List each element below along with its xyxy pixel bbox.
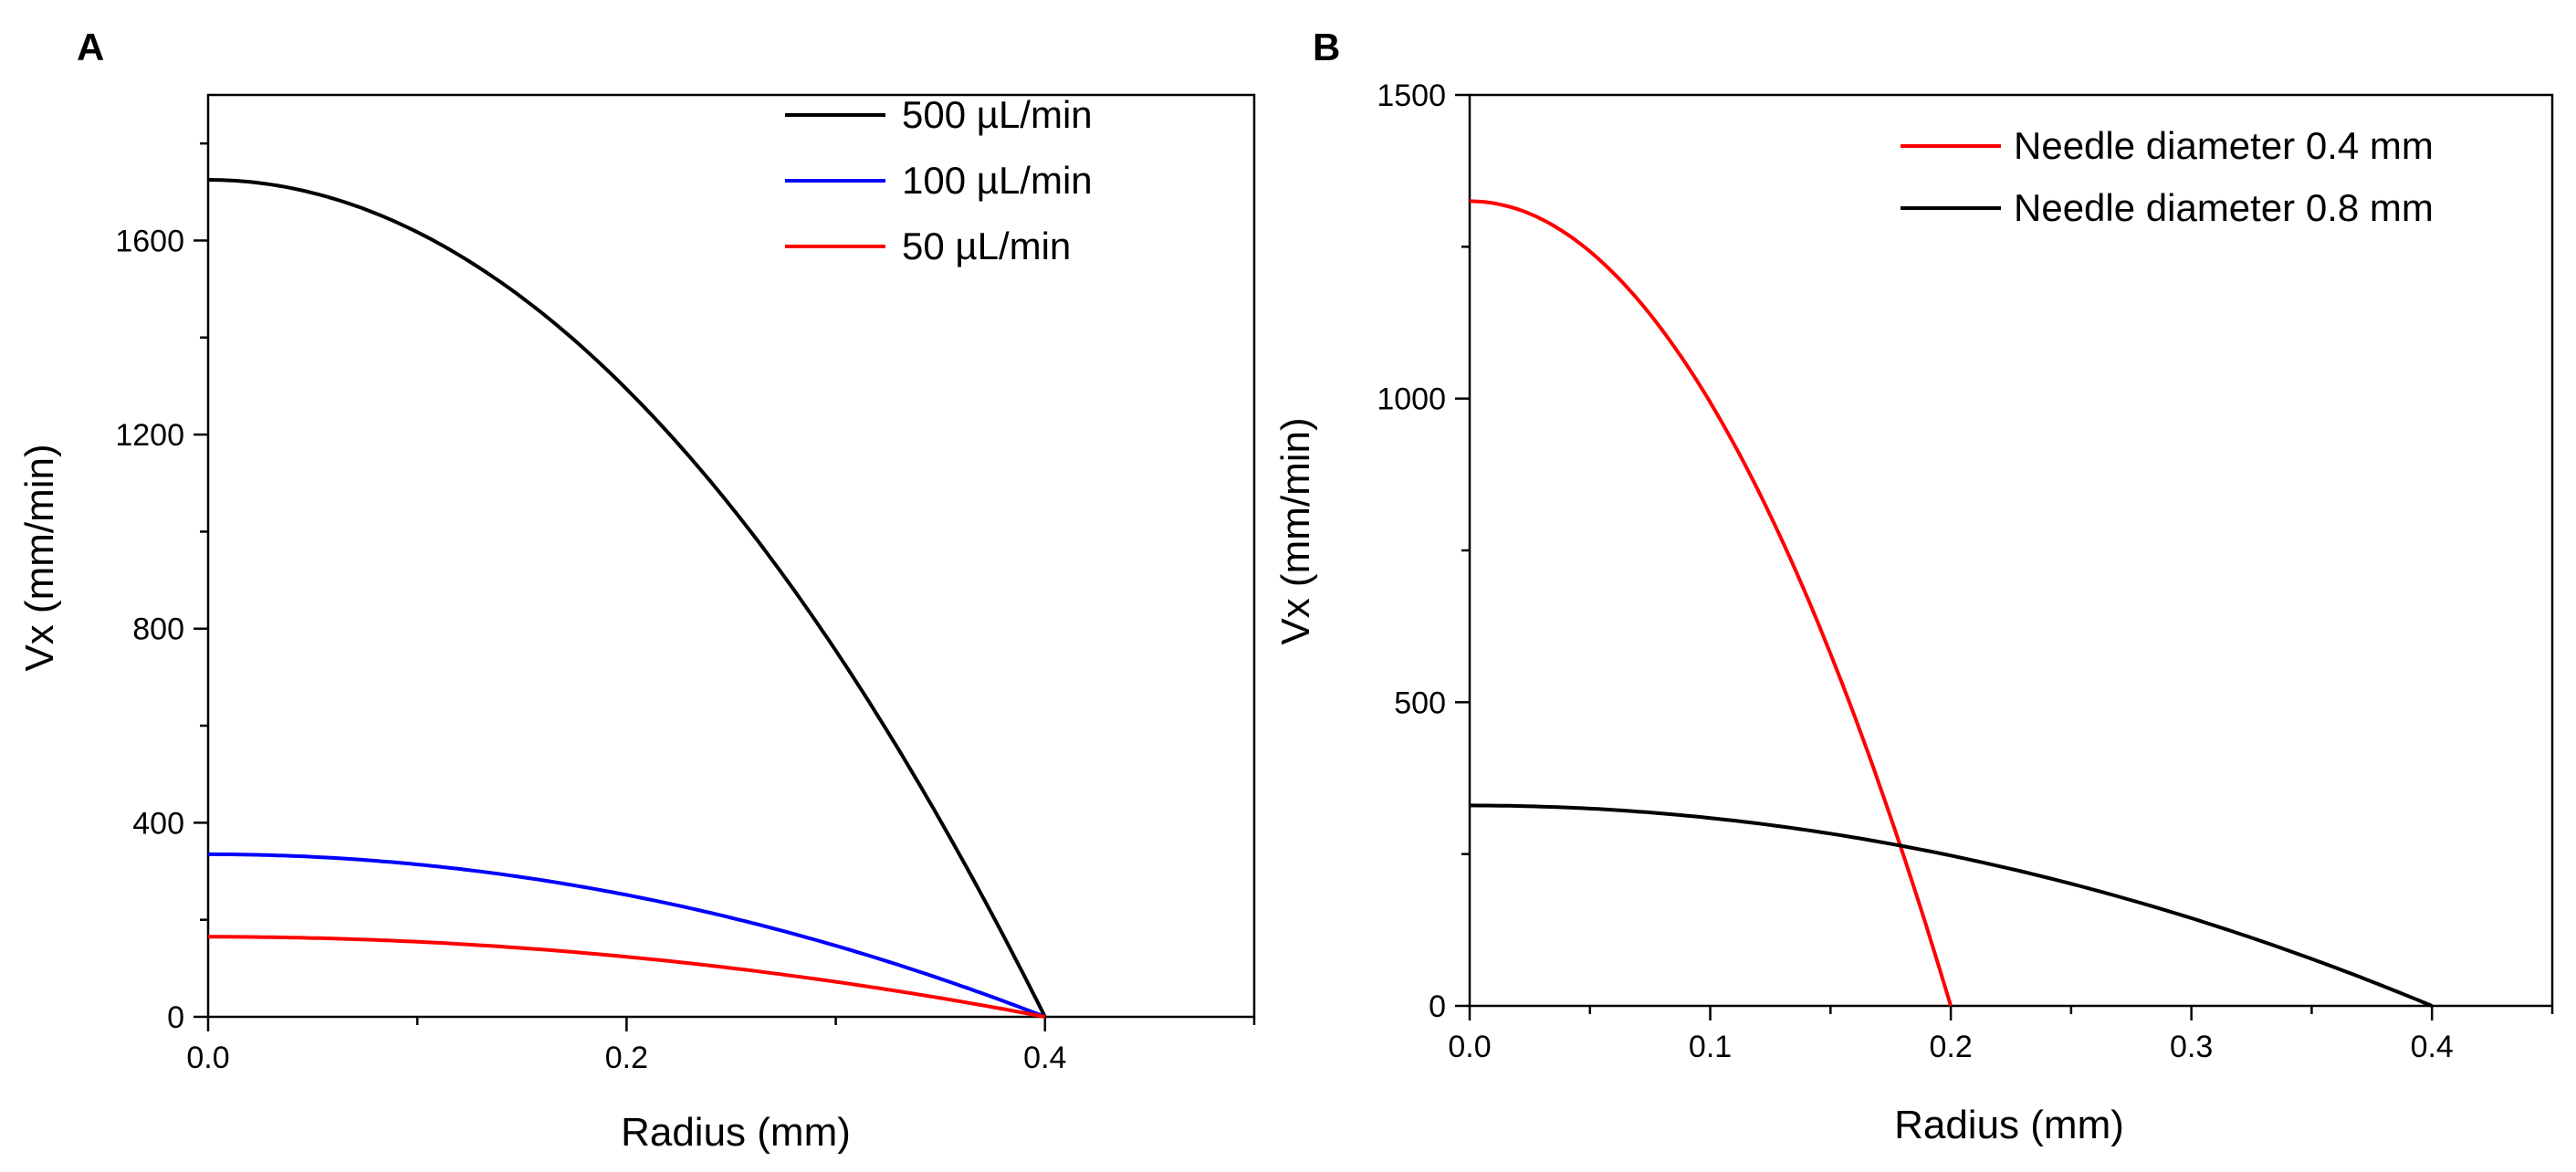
panel-a-legend-label-3: 50 µL/min xyxy=(902,225,1071,267)
panel-a-x-axis-label: Radius (mm) xyxy=(621,1110,851,1155)
panel-b-axes: 0.0 0.1 0.2 0.3 0.4 0 500 1000 1500 xyxy=(1377,78,2554,1064)
panel-a-y-tick-label: 400 xyxy=(132,806,184,841)
panel-a-axes: 0.0 0.2 0.4 0 400 800 1200 1600 xyxy=(115,93,1256,1075)
panel-a-y-tick-label: 800 xyxy=(132,612,184,647)
panel-b-series-line-1 xyxy=(1469,199,1953,1007)
panel-b-legend-label-1: Needle diameter 0.4 mm xyxy=(2014,124,2434,167)
panel-a-y-tick-label: 0 xyxy=(167,1000,184,1035)
panel-a-plot-frame xyxy=(206,93,1256,1019)
panel-a-series-line-2 xyxy=(208,852,1046,1019)
panel-b-y-tick-label: 1000 xyxy=(1377,382,1446,417)
panel-b-legend: Needle diameter 0.4 mm Needle diameter 0.… xyxy=(1901,124,2434,229)
panel-b-x-tick-label: 0.1 xyxy=(1689,1030,1732,1064)
panel-a-y-tick-label: 1200 xyxy=(115,418,184,453)
panel-b-legend-label-2: Needle diameter 0.8 mm xyxy=(2014,186,2434,229)
panel-b-x-tick-label: 0.0 xyxy=(1448,1030,1491,1064)
panel-b-y-axis-label: Vx (mm/min) xyxy=(1273,417,1318,644)
panel-a-x-tick-label: 0.2 xyxy=(605,1041,648,1075)
panel-b-x-axis-label: Radius (mm) xyxy=(1894,1103,2124,1147)
panel-a-legend-label-2: 100 µL/min xyxy=(902,159,1093,202)
panel-a-y-tick-label: 1600 xyxy=(115,224,184,258)
panel-b-chart: B 0.0 0.1 0.2 0.3 0.4 0 500 1000 1500 Needle dia… xyxy=(1273,26,2554,1147)
panel-b-x-tick-label: 0.3 xyxy=(2170,1030,2213,1064)
panel-a-y-axis-label: Vx (mm/min) xyxy=(17,444,62,671)
panel-b-y-tick-label: 0 xyxy=(1429,989,1446,1024)
panel-a-series xyxy=(207,178,1047,1019)
panel-a-label: A xyxy=(77,26,104,68)
panel-b-y-tick-label: 1500 xyxy=(1377,78,1446,113)
panel-b-label: B xyxy=(1313,26,1340,68)
panel-b-series xyxy=(1469,199,2433,1008)
panel-a-series-line-1 xyxy=(207,178,1047,1018)
panel-a-legend: 500 µL/min 100 µL/min 50 µL/min xyxy=(785,93,1093,267)
panel-a-x-tick-label: 0.0 xyxy=(186,1041,229,1075)
panel-b-x-tick-label: 0.4 xyxy=(2411,1030,2454,1064)
panel-a-x-tick-label: 0.4 xyxy=(1023,1041,1066,1075)
panel-a-legend-label-1: 500 µL/min xyxy=(902,93,1093,136)
panel-b-series-line-2 xyxy=(1469,803,2433,1008)
panel-b-y-tick-label: 500 xyxy=(1394,685,1446,720)
panel-a-series-line-3 xyxy=(208,935,1046,1019)
panel-b-x-tick-label: 0.2 xyxy=(1929,1030,1972,1064)
panel-a-chart: A 0.0 0.2 0.4 0 400 800 1200 1600 500 µL/min 100… xyxy=(17,26,1256,1155)
